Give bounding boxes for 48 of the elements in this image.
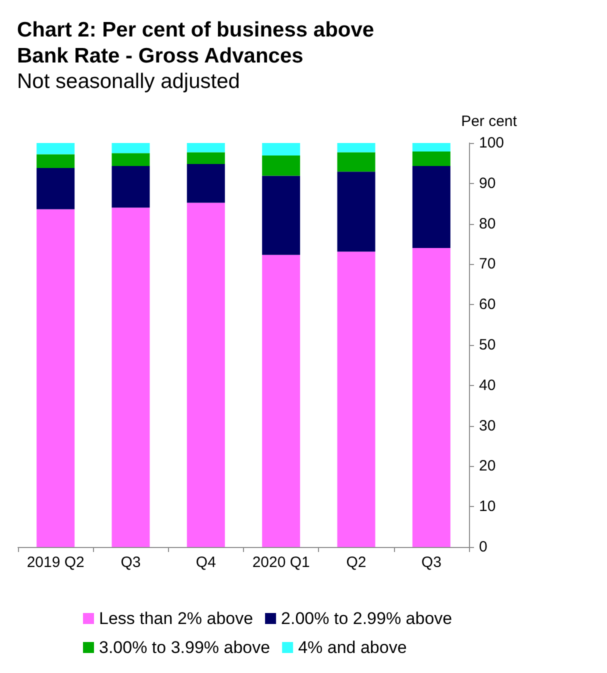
y-tick-label: 40 [479,376,496,394]
bar [412,166,450,248]
bar [186,152,225,164]
y-tick-label: 80 [479,215,496,232]
bar [36,168,75,210]
y-tick-label: 50 [479,336,496,354]
y-tick-label: 70 [479,256,496,273]
bar [186,143,225,152]
y-tick-label: 0 [479,538,488,556]
y-tick-label: 60 [479,296,496,314]
bar [186,202,225,547]
y-axis-title: Per cent [461,113,518,130]
bar [112,166,150,208]
bar [112,153,150,166]
y-tick-label: 10 [479,498,496,516]
bar [412,248,450,547]
bar [337,152,376,172]
y-tick-label: 100 [479,134,504,152]
legend-label: 3.00% to 3.99% above [99,638,270,657]
bar [112,143,150,154]
bar [412,143,450,152]
y-tick-label: 30 [479,417,496,434]
legend-label: 4% and above [298,638,407,657]
bar [337,143,376,152]
bar [262,254,300,547]
bar [112,208,150,547]
bar [337,252,376,547]
bar [186,164,225,203]
x-tick-label: Q3 [421,554,442,571]
chart-subtitle: Not seasonally adjusted [17,70,240,93]
bar [36,209,75,547]
x-tick-label: 2020 Q1 [252,554,310,571]
y-tick-label: 20 [479,458,496,475]
bar [337,172,376,252]
chart-title: Chart 2: Per cent of business above Bank Rate - Gross Advances [17,18,374,68]
bar [36,154,75,168]
x-tick-label: Q3 [120,554,141,571]
legend-label: Less than 2% above [99,609,254,628]
x-tick-label: 2019 Q2 [26,554,84,571]
bar [262,143,300,156]
bar [36,143,75,154]
bar [262,176,300,255]
x-tick-label: Q2 [346,554,366,571]
x-tick-label: Q4 [196,554,216,571]
bar [412,151,450,166]
legend-label: 2.00% to 2.99% above [281,609,452,628]
bar [262,156,300,176]
y-tick-label: 90 [479,174,496,192]
